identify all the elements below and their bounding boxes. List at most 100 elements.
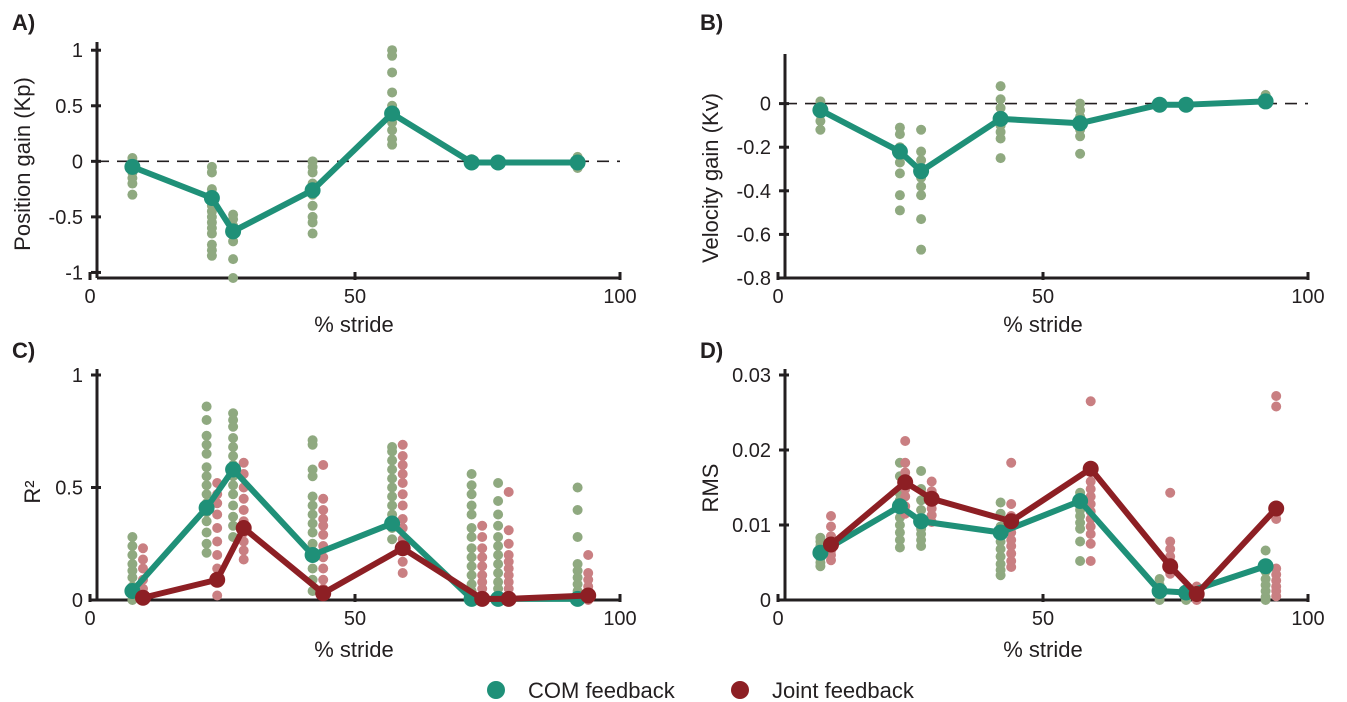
panel-b-com-scatter-point xyxy=(995,81,1006,92)
panel-c-com-scatter-point xyxy=(307,439,318,450)
panel-a-ytick-label: 0 xyxy=(72,151,83,173)
panel-c-joint-scatter-point xyxy=(397,514,408,524)
panel-b-com-scatter-point xyxy=(815,116,826,127)
panel-c-joint-mean-point xyxy=(315,585,332,602)
legend: COM feedback Joint feedback xyxy=(487,678,915,702)
panel-d-ytick-label: 0.01 xyxy=(732,515,771,537)
panel-c-com-scatter-point xyxy=(228,520,239,531)
panel-a-com-scatter-point xyxy=(206,250,217,261)
panel-b-xtick-label: 0 xyxy=(772,286,783,308)
panel-d-com-mean-point xyxy=(992,524,1009,541)
panel-a-com-scatter-point xyxy=(387,87,398,98)
panel-d-ytick-label: 0 xyxy=(760,590,771,612)
panel-b-com-scatter-point xyxy=(894,157,905,168)
panel-c-com-scatter-point xyxy=(307,563,318,574)
panel-d-joint-scatter-point xyxy=(1006,499,1017,509)
panel-c-com-scatter-point xyxy=(387,500,398,511)
panel-c-joint-scatter-point xyxy=(397,451,408,461)
panel-c-joint-scatter-point xyxy=(318,520,329,531)
panel-a-com-mean-line xyxy=(129,110,581,235)
panel-c-joint-scatter-point xyxy=(212,536,223,547)
panel-c-com-mean-point xyxy=(304,547,321,563)
panel-c-com-scatter-point xyxy=(493,532,504,542)
panel-d-joint-scatter-point xyxy=(826,511,836,521)
panel-c-joint-scatter-point xyxy=(318,493,329,504)
panel-d-com-scatter-point xyxy=(916,495,927,506)
panel-c-joint-scatter-point xyxy=(318,529,329,540)
panel-c-joint-scatter-point xyxy=(238,505,249,515)
legend-label-joint: Joint feedback xyxy=(772,678,915,702)
panel-c-joint-mean-point xyxy=(500,590,517,607)
panel-d-joint-scatter-point xyxy=(1271,514,1282,524)
panel-a-com-scatter-point xyxy=(206,167,217,178)
panel-c-joint-scatter-point xyxy=(397,478,408,488)
panel-d-ytick-label: 0.02 xyxy=(732,440,771,462)
panel-c-com-scatter-point xyxy=(201,516,212,527)
panel-d-joint-scatter-point xyxy=(1165,487,1176,498)
panel-c-com-scatter-point xyxy=(201,439,212,450)
panel-a-ytick-label: 0.5 xyxy=(55,96,83,118)
panel-c-com-scatter-point xyxy=(466,532,477,542)
panel-c-com-scatter-point xyxy=(228,442,239,452)
panel-d-com-scatter-point xyxy=(995,551,1006,562)
panel-d-joint-mean-point xyxy=(1268,500,1285,517)
panel-d-joint-scatter-point xyxy=(1271,401,1282,412)
panel-c-com-scatter-point xyxy=(228,421,239,432)
panel-b-com-scatter-point xyxy=(916,124,927,135)
panel-d: D) 0 0.01 0.02 0.03 0 50 100 % stride RMS xyxy=(698,338,1325,662)
panel-b-com-scatter-point xyxy=(916,146,927,157)
panel-c-com-scatter-point xyxy=(466,480,477,491)
panel-d-com-scatter-point xyxy=(1260,595,1271,605)
panel-c-joint-mean-point xyxy=(580,587,597,604)
panel-c-com-scatter-point xyxy=(493,550,504,560)
panel-a-com-scatter-point xyxy=(307,217,318,228)
panel-a: A) -1 -0.5 0 0.5 1 0 50 100 % stride Position g… xyxy=(10,10,637,337)
panel-d-com-mean-point xyxy=(1257,558,1274,575)
panel-c-joint-scatter-point xyxy=(212,550,223,560)
panel-b-com-mean-point xyxy=(891,143,908,160)
panel-a-com-mean-point xyxy=(490,154,507,171)
panel-c-com-scatter-point xyxy=(466,509,477,520)
panel-c-joint-scatter-point xyxy=(477,561,488,572)
panel-d-joint-mean-point xyxy=(897,474,914,491)
panel-c-com-scatter-point xyxy=(127,550,138,560)
panel-b-com-scatter-point xyxy=(995,102,1006,113)
panel-c-com-scatter-point xyxy=(307,500,318,511)
panel-c-joint-scatter-point xyxy=(397,489,408,500)
panel-c-com-scatter-point xyxy=(387,464,398,475)
panel-c-plot: 0 0.5 1 0 50 100 xyxy=(55,365,637,630)
panel-a-com-scatter-point xyxy=(387,125,398,136)
panel-c-com-scatter-point xyxy=(307,491,318,502)
panel-d-joint-scatter-point xyxy=(1006,541,1017,551)
panel-d-joint-scatter-point xyxy=(1006,562,1017,572)
panel-c-com-scatter-point xyxy=(127,572,138,583)
panel-c-com-mean-point xyxy=(198,499,215,516)
panel-b-ytick-label: 0 xyxy=(760,94,771,116)
panel-d-com-scatter-point xyxy=(1260,545,1271,556)
panel-c-com-scatter-point xyxy=(201,415,212,425)
panel-d-com-scatter-point xyxy=(894,520,905,530)
panel-a-com-scatter-point xyxy=(228,254,239,265)
panel-a-com-mean-point xyxy=(304,182,321,199)
panel-c-joint-scatter-point xyxy=(212,590,223,601)
panel-d-com-mean-point xyxy=(913,513,930,530)
panel-c-joint-scatter-point xyxy=(212,509,223,520)
panel-c-ytick-label: 1 xyxy=(72,365,83,387)
panel-d-joint-scatter-point xyxy=(826,521,836,532)
panel-b-plot: -0.8 -0.6 -0.4 -0.2 0 0 50 100 xyxy=(737,54,1325,308)
panel-d-com-scatter-point xyxy=(1075,556,1086,566)
panel-a-ylabel: Position gain (Kp) xyxy=(10,77,35,251)
panel-d-joint-scatter-point xyxy=(826,555,836,566)
legend-item-com: COM feedback xyxy=(487,678,676,702)
panel-c-com-scatter-point xyxy=(493,478,504,488)
panel-c-com-scatter-point xyxy=(493,559,504,569)
panel-a-com-scatter-point xyxy=(127,189,138,200)
panel-d-com-mean-line xyxy=(817,498,1269,596)
panel-b-com-mean-point xyxy=(992,110,1009,127)
panel-d-joint-scatter-point xyxy=(1085,491,1096,502)
panel-b-com-scatter-point xyxy=(916,214,927,225)
panel-c-joint-scatter-point xyxy=(397,568,408,578)
panel-a-label: A) xyxy=(12,10,35,35)
panel-b-com-scatter-point xyxy=(1075,131,1086,142)
panel-c-joint-scatter-point xyxy=(397,469,408,479)
